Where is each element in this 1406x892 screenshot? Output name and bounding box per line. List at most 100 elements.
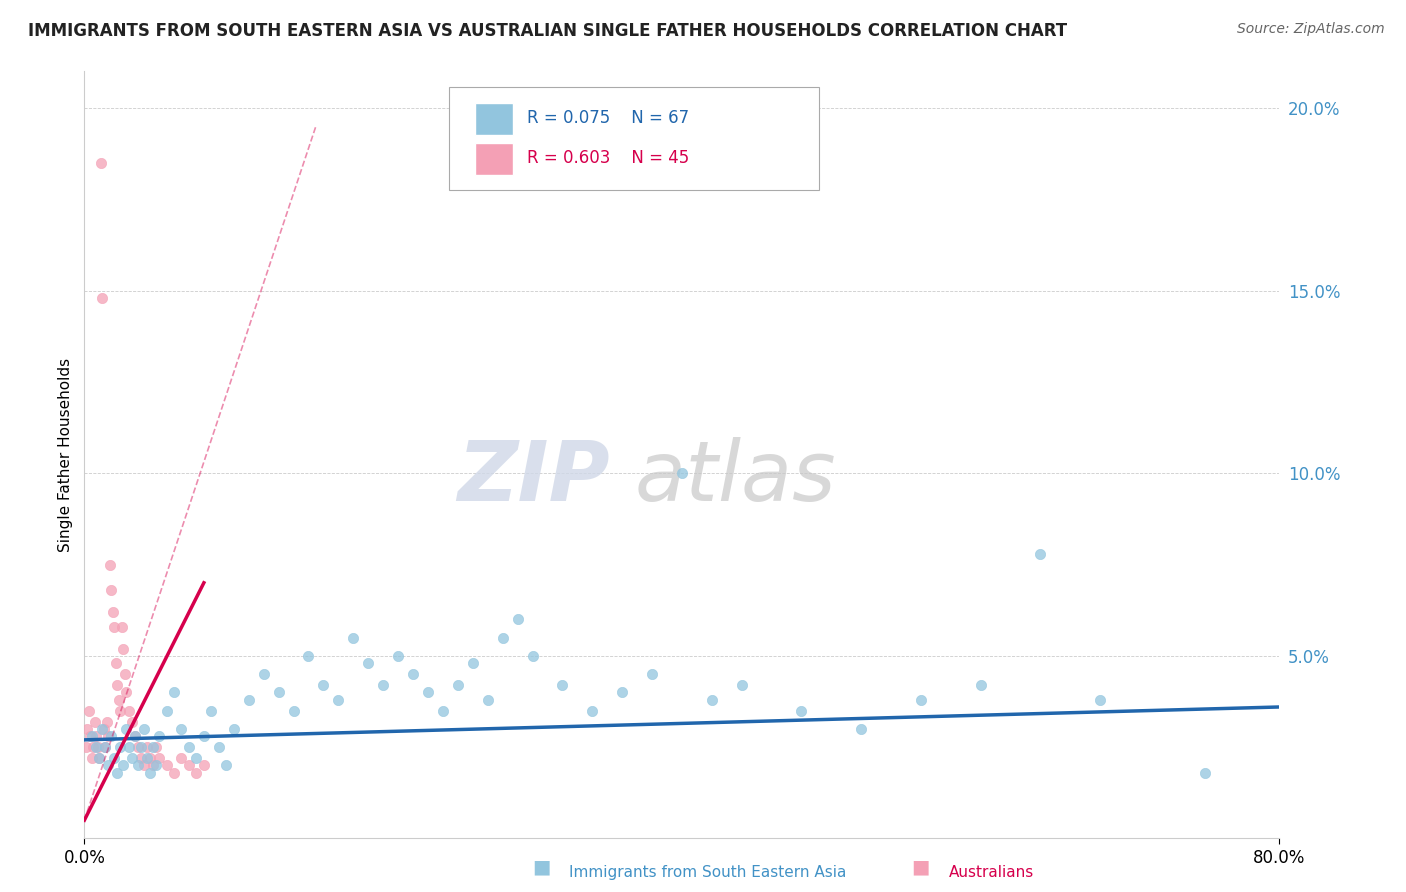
Point xyxy=(910,692,932,706)
Point xyxy=(132,722,156,736)
Point xyxy=(492,631,515,645)
Point xyxy=(1194,765,1216,780)
Text: Immigrants from South Eastern Asia: Immigrants from South Eastern Asia xyxy=(569,865,846,880)
Point xyxy=(136,740,159,755)
Point xyxy=(124,729,146,743)
Point xyxy=(731,678,754,692)
Point xyxy=(96,714,118,729)
Point xyxy=(80,751,103,765)
Point xyxy=(163,685,186,699)
Point xyxy=(86,729,108,743)
Point xyxy=(82,740,104,755)
Point xyxy=(170,722,193,736)
Point xyxy=(142,740,165,755)
Point xyxy=(136,751,159,765)
Point xyxy=(87,740,110,755)
Point xyxy=(112,641,135,656)
Point xyxy=(145,758,167,772)
Point xyxy=(177,740,200,755)
Point xyxy=(112,758,135,772)
FancyBboxPatch shape xyxy=(449,87,820,190)
Point xyxy=(76,722,98,736)
Point xyxy=(402,667,425,681)
Point xyxy=(970,678,993,692)
Point xyxy=(105,678,128,692)
Point xyxy=(77,704,100,718)
Point xyxy=(97,758,120,772)
Point xyxy=(641,667,664,681)
Text: R = 0.603    N = 45: R = 0.603 N = 45 xyxy=(527,149,689,167)
Point xyxy=(342,631,364,645)
Point xyxy=(283,704,305,718)
Point xyxy=(139,765,162,780)
Point xyxy=(522,648,544,663)
Point xyxy=(416,685,439,699)
Point xyxy=(115,685,138,699)
Point xyxy=(83,714,105,729)
Point xyxy=(129,751,152,765)
Point xyxy=(851,722,873,736)
Point xyxy=(121,714,143,729)
Point xyxy=(163,765,186,780)
FancyBboxPatch shape xyxy=(475,103,513,135)
Point xyxy=(91,291,114,305)
Point xyxy=(111,619,134,633)
Point xyxy=(110,740,132,755)
Point xyxy=(114,667,136,681)
Point xyxy=(790,704,813,718)
Point xyxy=(101,605,124,619)
Point xyxy=(297,648,319,663)
Point xyxy=(477,692,499,706)
Point xyxy=(373,678,395,692)
Point xyxy=(700,692,723,706)
Point xyxy=(267,685,290,699)
Text: Australians: Australians xyxy=(949,865,1035,880)
Point xyxy=(129,740,152,755)
Point xyxy=(89,751,111,765)
Point xyxy=(91,722,114,736)
Point xyxy=(104,656,127,670)
Point xyxy=(115,722,138,736)
Point xyxy=(432,704,454,718)
Point xyxy=(148,751,170,765)
Point xyxy=(612,685,634,699)
Point xyxy=(118,704,141,718)
Point xyxy=(186,765,208,780)
Point xyxy=(100,583,122,598)
Text: Source: ZipAtlas.com: Source: ZipAtlas.com xyxy=(1237,22,1385,37)
Point xyxy=(447,678,470,692)
Point xyxy=(1090,692,1112,706)
Point xyxy=(357,656,380,670)
Text: ■: ■ xyxy=(911,857,931,876)
Point xyxy=(124,729,146,743)
Point xyxy=(148,729,170,743)
Point xyxy=(186,751,208,765)
Point xyxy=(90,155,112,169)
Y-axis label: Single Father Households: Single Father Households xyxy=(58,358,73,552)
Point xyxy=(75,740,97,755)
Point xyxy=(80,729,103,743)
Point xyxy=(139,751,162,765)
Point xyxy=(127,758,149,772)
Point xyxy=(110,704,132,718)
Point xyxy=(145,740,167,755)
Point xyxy=(671,466,693,480)
Point xyxy=(200,704,222,718)
Point xyxy=(142,758,165,772)
Point xyxy=(93,722,115,736)
Point xyxy=(94,740,117,755)
Text: ZIP: ZIP xyxy=(457,437,610,518)
Point xyxy=(193,729,215,743)
Point xyxy=(103,751,125,765)
Point xyxy=(79,729,101,743)
Point xyxy=(506,612,529,626)
Point xyxy=(89,751,111,765)
Point xyxy=(170,751,193,765)
Text: ■: ■ xyxy=(531,857,551,876)
Point xyxy=(94,740,117,755)
Point xyxy=(387,648,409,663)
Point xyxy=(98,558,121,572)
Point xyxy=(121,751,143,765)
Text: IMMIGRANTS FROM SOUTH EASTERN ASIA VS AUSTRALIAN SINGLE FATHER HOUSEHOLDS CORREL: IMMIGRANTS FROM SOUTH EASTERN ASIA VS AU… xyxy=(28,22,1067,40)
Point xyxy=(581,704,603,718)
